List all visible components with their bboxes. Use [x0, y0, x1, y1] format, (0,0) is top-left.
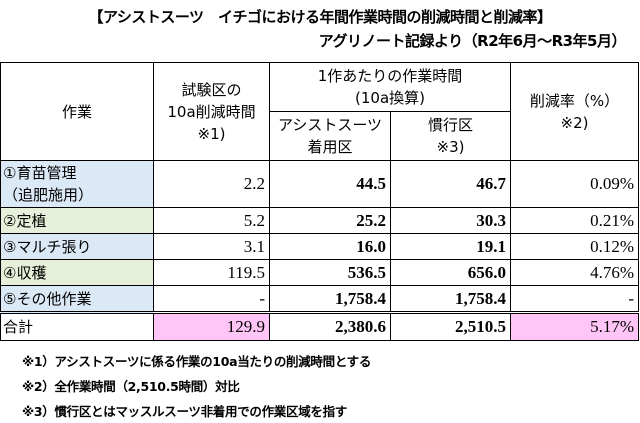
footnote-3: ※3）慣行区とはマッスルスーツ非着用での作業区域を指す — [22, 404, 348, 419]
row-rate: 4.76% — [510, 259, 639, 286]
total-conventional: 2,510.5 — [390, 311, 511, 341]
row-assist: 25.2 — [269, 207, 391, 234]
table-row: ①育苗管理 （追肥施用） 2.2 44.5 46.7 0.09% — [0, 160, 639, 208]
row-rate: 0.12% — [510, 233, 639, 260]
total-assist: 2,380.6 — [269, 311, 391, 341]
row-name: ⑤その他作業 — [0, 285, 154, 313]
row-conventional: 30.3 — [390, 207, 511, 234]
header-reduction-rate: 削減率（%） ※2) — [510, 62, 639, 161]
row-reduction: 3.1 — [153, 233, 270, 260]
header-conventional: 慣行区 ※3) — [390, 111, 511, 161]
row-assist: 1,758.4 — [269, 285, 391, 313]
row-name: ①育苗管理 （追肥施用） — [0, 160, 154, 208]
row-reduction: 5.2 — [153, 207, 270, 234]
total-reduction: 129.9 — [153, 311, 270, 341]
row-reduction: 2.2 — [153, 160, 270, 208]
row-assist: 536.5 — [269, 259, 391, 286]
row-conventional: 19.1 — [390, 233, 511, 260]
total-row: 合計 129.9 2,380.6 2,510.5 5.17% — [0, 311, 639, 341]
page-subtitle: アグリノート記録より（R2年6月～R3年5月） — [318, 32, 627, 50]
table-row: ④収穫 119.5 536.5 656.0 4.76% — [0, 259, 639, 286]
row-rate: 0.09% — [510, 160, 639, 208]
table-row: ③マルチ張り 3.1 16.0 19.1 0.12% — [0, 233, 639, 260]
page-title: 【アシストスーツ イチゴにおける年間作業時間の削減時間と削減率】 — [88, 8, 552, 26]
row-rate: - — [510, 285, 639, 313]
total-rate: 5.17% — [510, 311, 639, 341]
table-row: ②定植 5.2 25.2 30.3 0.21% — [0, 207, 639, 234]
footnote-2: ※2）全作業時間（2,510.5時間）対比 — [22, 379, 240, 394]
work-time-table: 作業 試験区の 10a削減時間 ※1) 1作あたりの作業時間 (10a換算) 削… — [0, 62, 639, 341]
header-work: 作業 — [0, 62, 154, 161]
row-name: ④収穫 — [0, 259, 154, 286]
row-reduction: - — [153, 285, 270, 313]
footnote-1: ※1）アシストスーツに係る作業の10a当たりの削減時間とする — [22, 354, 372, 369]
row-conventional: 46.7 — [390, 160, 511, 208]
row-assist: 44.5 — [269, 160, 391, 208]
row-conventional: 1,758.4 — [390, 285, 511, 313]
header-reduction-time: 試験区の 10a削減時間 ※1) — [153, 62, 270, 161]
total-label: 合計 — [0, 311, 154, 341]
header-assist-suit: アシストスーツ 着用区 — [269, 111, 391, 161]
row-name: ②定植 — [0, 207, 154, 234]
table-row: ⑤その他作業 - 1,758.4 1,758.4 - — [0, 285, 639, 313]
row-conventional: 656.0 — [390, 259, 511, 286]
row-reduction: 119.5 — [153, 259, 270, 286]
header-per-work-time: 1作あたりの作業時間 (10a換算) — [269, 62, 511, 112]
row-rate: 0.21% — [510, 207, 639, 234]
row-name: ③マルチ張り — [0, 233, 154, 260]
row-assist: 16.0 — [269, 233, 391, 260]
